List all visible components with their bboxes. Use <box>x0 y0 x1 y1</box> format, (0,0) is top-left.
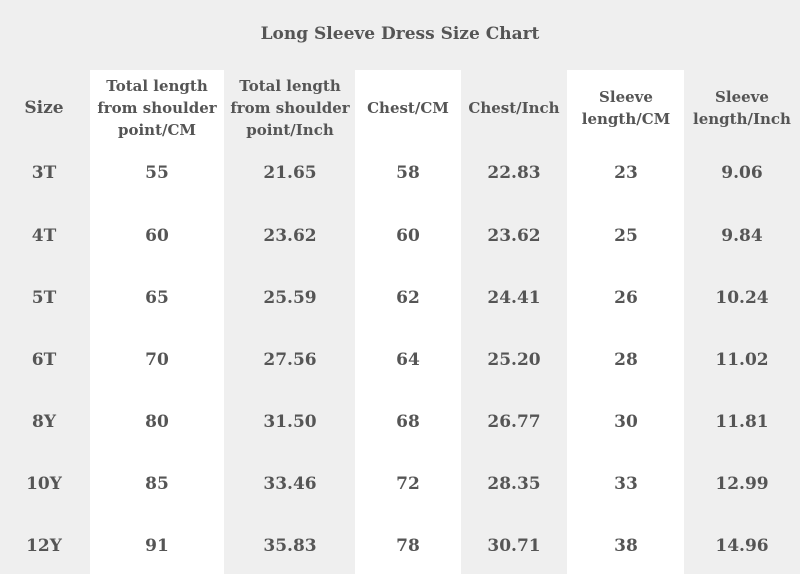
cell-sleeve-length-inch: 11.02 <box>715 350 769 370</box>
cell-chest-inch: 23.62 <box>487 226 541 246</box>
cell-sleeve-length-cm: 26 <box>614 288 638 308</box>
cell-total-length-inch: 35.83 <box>263 536 317 556</box>
cell-total-length-cm: 80 <box>145 412 169 432</box>
cell-sleeve-length-inch: 9.06 <box>721 163 763 183</box>
cell-chest-inch: 25.20 <box>487 350 541 370</box>
chart-title: Long Sleeve Dress Size Chart <box>260 24 540 44</box>
column-band-chest-cm <box>355 70 461 574</box>
column-band-sleeve-cm <box>567 70 684 574</box>
cell-sleeve-length-cm: 25 <box>614 226 638 246</box>
cell-total-length-inch: 25.59 <box>263 288 317 308</box>
cell-chest-cm: 60 <box>396 226 420 246</box>
cell-size: 5T <box>31 288 57 308</box>
cell-total-length-inch: 31.50 <box>263 412 317 432</box>
cell-chest-inch: 26.77 <box>487 412 541 432</box>
cell-size: 10Y <box>26 474 62 494</box>
cell-total-length-inch: 21.65 <box>263 163 317 183</box>
cell-size: 6T <box>31 350 57 370</box>
cell-chest-inch: 28.35 <box>487 474 541 494</box>
cell-total-length-cm: 55 <box>145 163 169 183</box>
cell-sleeve-length-cm: 28 <box>614 350 638 370</box>
header-chest-cm: Chest/CM <box>367 99 449 117</box>
cell-size: 3T <box>31 163 57 183</box>
cell-size: 4T <box>31 226 57 246</box>
cell-total-length-inch: 33.46 <box>263 474 317 494</box>
header-chest-inch: Chest/Inch <box>468 99 560 117</box>
cell-total-length-cm: 85 <box>145 474 169 494</box>
column-band-total-length-cm <box>90 70 224 574</box>
header-total-length-inch: Total length from shoulder point/Inch <box>230 77 350 139</box>
cell-sleeve-length-inch: 10.24 <box>715 288 769 308</box>
cell-sleeve-length-cm: 33 <box>614 474 638 494</box>
header-sleeve-length-inch: Sleeve length/Inch <box>693 88 791 128</box>
cell-total-length-cm: 60 <box>145 226 169 246</box>
cell-sleeve-length-inch: 9.84 <box>721 226 763 246</box>
cell-chest-cm: 58 <box>396 163 420 183</box>
cell-chest-inch: 22.83 <box>487 163 541 183</box>
cell-sleeve-length-cm: 38 <box>614 536 638 556</box>
cell-total-length-inch: 23.62 <box>263 226 317 246</box>
cell-size: 12Y <box>26 536 62 556</box>
cell-chest-cm: 78 <box>396 536 420 556</box>
cell-chest-cm: 64 <box>396 350 420 370</box>
cell-sleeve-length-cm: 30 <box>614 412 638 432</box>
cell-chest-inch: 24.41 <box>487 288 541 308</box>
cell-total-length-cm: 91 <box>145 536 169 556</box>
header-total-length-cm: Total length from shoulder point/CM <box>97 77 217 139</box>
cell-chest-cm: 62 <box>396 288 420 308</box>
cell-chest-cm: 68 <box>396 412 420 432</box>
cell-chest-inch: 30.71 <box>487 536 541 556</box>
cell-sleeve-length-cm: 23 <box>614 163 638 183</box>
cell-total-length-inch: 27.56 <box>263 350 317 370</box>
header-size: Size <box>24 98 64 118</box>
cell-size: 8Y <box>32 412 56 432</box>
cell-sleeve-length-inch: 14.96 <box>715 536 769 556</box>
cell-total-length-cm: 65 <box>145 288 169 308</box>
cell-total-length-cm: 70 <box>145 350 169 370</box>
cell-sleeve-length-inch: 11.81 <box>715 412 769 432</box>
cell-sleeve-length-inch: 12.99 <box>715 474 769 494</box>
cell-chest-cm: 72 <box>396 474 420 494</box>
header-sleeve-length-cm: Sleeve length/CM <box>581 88 671 128</box>
